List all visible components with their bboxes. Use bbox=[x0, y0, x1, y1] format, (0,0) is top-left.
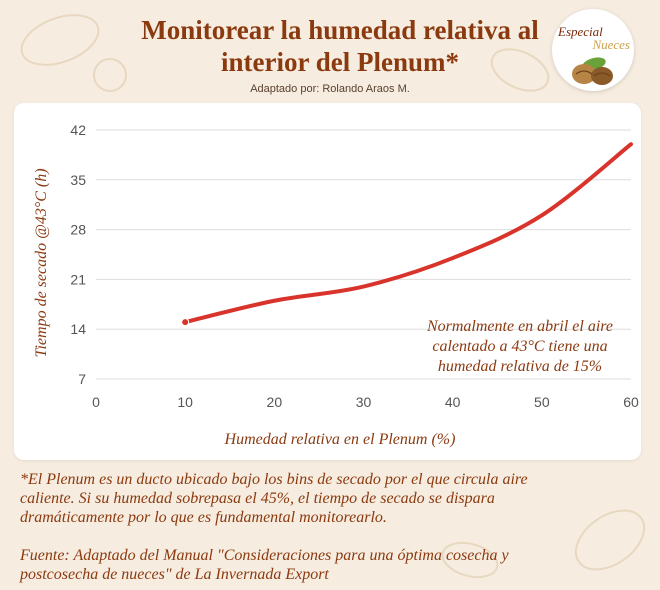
y-tick-label: 14 bbox=[70, 321, 86, 337]
y-axis-ticks: 7 14 21 28 35 42 bbox=[70, 122, 86, 387]
x-tick-label: 20 bbox=[267, 394, 283, 410]
footnote-line-2: caliente. Si su humedad sobrepasa el 45%… bbox=[20, 490, 495, 507]
chart-gridlines bbox=[96, 129, 631, 380]
chart-annotation: Normalmente en abril el aire calentado a… bbox=[426, 318, 613, 375]
source-line-2: postcosecha de nueces" de La Invernada E… bbox=[20, 566, 329, 583]
source-line-1: Fuente: Adaptado del Manual "Consideraci… bbox=[20, 547, 509, 564]
title-line-1: Monitorear la humedad relativa al bbox=[141, 15, 539, 45]
page-subtitle: Adaptado por: Rolando Araos M. bbox=[250, 83, 410, 95]
chart-card: 7 14 21 28 35 42 0 10 20 30 40 50 60 Humedad relati… bbox=[14, 103, 641, 460]
x-tick-label: 10 bbox=[177, 394, 193, 410]
y-axis-label: Tiempo de secado @43°C (h) bbox=[33, 168, 50, 357]
walnut-icon bbox=[572, 57, 613, 85]
x-tick-label: 0 bbox=[92, 394, 100, 410]
x-axis-ticks: 0 10 20 30 40 50 60 bbox=[92, 394, 639, 410]
annotation-line-1: Normalmente en abril el aire bbox=[426, 318, 613, 335]
data-point bbox=[181, 318, 190, 327]
y-tick-label: 28 bbox=[70, 222, 86, 238]
footnote-line-1: *El Plenum es un ducto ubicado bajo los … bbox=[20, 471, 528, 488]
chart-series bbox=[181, 142, 633, 327]
line-chart: 7 14 21 28 35 42 0 10 20 30 40 50 60 Humedad relati… bbox=[33, 122, 639, 448]
x-tick-label: 30 bbox=[356, 394, 372, 410]
x-axis-label: Humedad relativa en el Plenum (%) bbox=[224, 431, 456, 448]
y-tick-label: 21 bbox=[70, 271, 86, 287]
y-tick-label: 42 bbox=[70, 122, 86, 138]
title-line-2: interior del Plenum* bbox=[221, 47, 459, 77]
especial-nueces-badge: Especial Nueces bbox=[552, 9, 634, 91]
x-tick-label: 50 bbox=[534, 394, 550, 410]
page-title: Monitorear la humedad relativa al interi… bbox=[120, 14, 560, 78]
annotation-line-3: humedad relativa de 15% bbox=[438, 358, 602, 375]
source-citation: Fuente: Adaptado del Manual "Consideraci… bbox=[20, 546, 640, 584]
badge-text-especial: Especial bbox=[558, 24, 603, 39]
y-tick-label: 7 bbox=[78, 371, 86, 387]
footnote: *El Plenum es un ducto ubicado bajo los … bbox=[20, 470, 640, 527]
y-tick-label: 35 bbox=[70, 172, 86, 188]
x-tick-label: 60 bbox=[623, 394, 639, 410]
annotation-line-2: calentado a 43°C tiene una bbox=[432, 338, 607, 355]
x-tick-label: 40 bbox=[445, 394, 461, 410]
footnote-line-3: dramáticamente por lo que es fundamental… bbox=[20, 509, 387, 526]
badge-text-nueces: Nueces bbox=[592, 37, 630, 52]
series-line-0 bbox=[183, 142, 633, 325]
